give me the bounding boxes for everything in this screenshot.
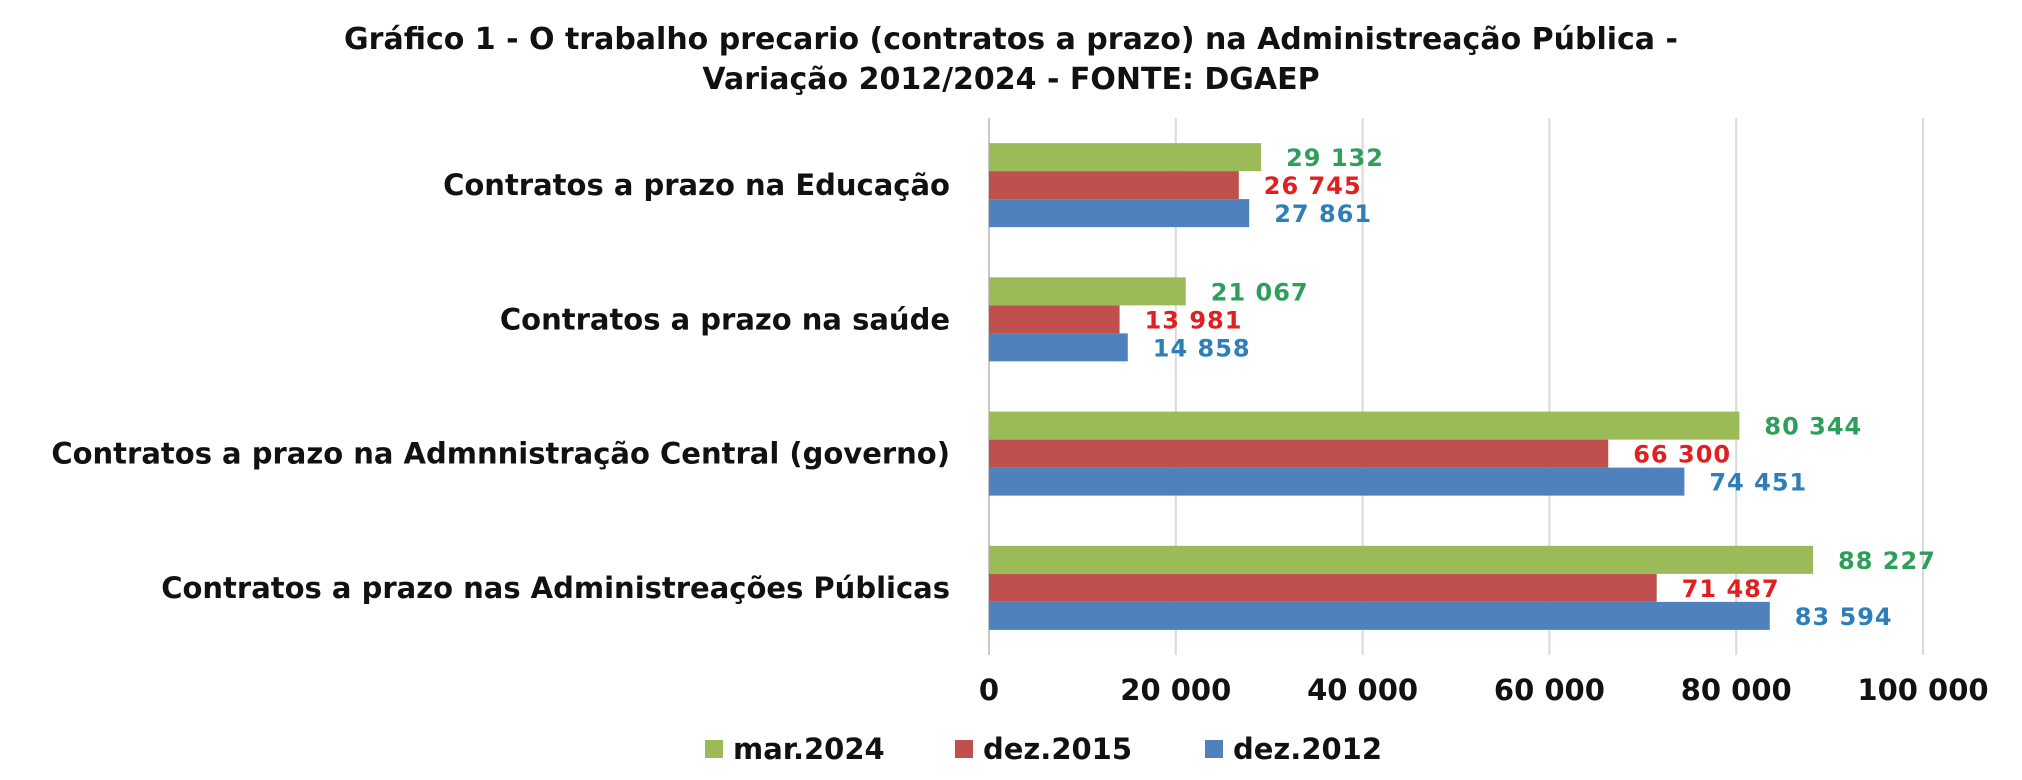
chart-title-line-1: Gráfico 1 - O trabalho precario (contrat… xyxy=(344,22,1678,57)
bar xyxy=(989,467,1685,496)
data-label: 13 981 xyxy=(1145,306,1243,334)
x-tick-label: 80 000 xyxy=(1681,673,1792,707)
bar xyxy=(989,333,1128,362)
x-tick-label: 0 xyxy=(979,673,999,707)
bar xyxy=(989,439,1609,468)
category-label: Contratos a prazo na Admnnistração Centr… xyxy=(51,437,950,471)
bar xyxy=(989,411,1740,440)
bar xyxy=(989,171,1239,200)
data-label: 66 300 xyxy=(1633,441,1731,469)
bar xyxy=(989,601,1770,630)
category-label: Contratos a prazo na Educação xyxy=(443,168,950,202)
data-label: 74 451 xyxy=(1709,469,1807,497)
data-label: 27 861 xyxy=(1274,200,1372,228)
x-tick-label: 60 000 xyxy=(1494,673,1605,707)
bar xyxy=(989,573,1657,602)
x-tick-label: 20 000 xyxy=(1120,673,1231,707)
bar xyxy=(989,277,1186,306)
legend-label: dez.2012 xyxy=(1233,732,1382,766)
data-label: 26 745 xyxy=(1264,172,1362,200)
bar xyxy=(989,545,1814,574)
category-label: Contratos a prazo nas Administreações Pú… xyxy=(161,571,950,605)
legend-label: dez.2015 xyxy=(983,732,1132,766)
chart-title-line-2: Variação 2012/2024 - FONTE: DGAEP xyxy=(702,62,1320,97)
bar xyxy=(989,305,1120,334)
legend-label: mar.2024 xyxy=(733,732,885,766)
bar xyxy=(989,199,1250,228)
data-label: 83 594 xyxy=(1795,603,1893,631)
bar xyxy=(989,143,1262,172)
data-label: 21 067 xyxy=(1211,278,1309,306)
category-label: Contratos a prazo na saúde xyxy=(500,302,950,336)
data-label: 14 858 xyxy=(1153,334,1251,362)
legend-swatch xyxy=(955,740,973,758)
data-label: 71 487 xyxy=(1682,575,1780,603)
x-tick-label: 40 000 xyxy=(1307,673,1418,707)
legend-swatch xyxy=(705,740,723,758)
x-tick-label: 100 000 xyxy=(1857,673,1988,707)
legend-swatch xyxy=(1205,740,1223,758)
data-label: 80 344 xyxy=(1764,413,1862,441)
data-label: 88 227 xyxy=(1838,547,1936,575)
data-label: 29 132 xyxy=(1286,144,1384,172)
